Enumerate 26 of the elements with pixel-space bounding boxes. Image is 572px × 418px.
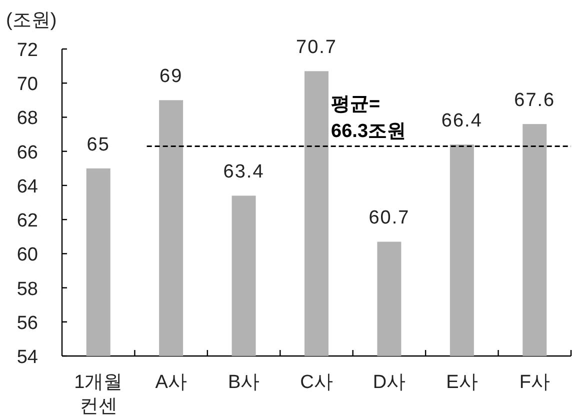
xtick-label: C사 <box>300 372 333 393</box>
data-label: 66.4 <box>441 110 482 132</box>
ref-label: 평균= 66.3조원 <box>331 94 406 142</box>
xtick-label: B사 <box>228 372 260 393</box>
ytick-label: 72 <box>16 40 38 61</box>
ytick-label: 56 <box>16 312 38 334</box>
ytick-label: 70 <box>16 74 38 96</box>
xtick-label: 1개월 컨센 <box>74 372 123 417</box>
ytick-label: 54 <box>16 347 38 368</box>
ylabel: (조원) <box>6 10 57 31</box>
xtick-label: E사 <box>446 372 478 393</box>
ytick-label: 66 <box>16 142 38 164</box>
ytick-label: 62 <box>16 210 38 232</box>
data-label: 63.4 <box>223 162 264 183</box>
data-label: 65 <box>86 134 110 156</box>
ytick-label: 64 <box>16 176 38 198</box>
xtick-label: D사 <box>372 372 406 393</box>
data-label: 70.7 <box>296 37 337 58</box>
xtick-label: F사 <box>519 372 550 393</box>
data-label: 69 <box>160 66 183 88</box>
data-label: 60.7 <box>368 208 410 229</box>
ytick-label: 60 <box>16 244 38 266</box>
data-label: 67.6 <box>514 90 556 112</box>
ytick-label: 68 <box>16 108 38 130</box>
xtick-label: A사 <box>155 372 187 393</box>
ytick-label: 58 <box>16 278 38 300</box>
